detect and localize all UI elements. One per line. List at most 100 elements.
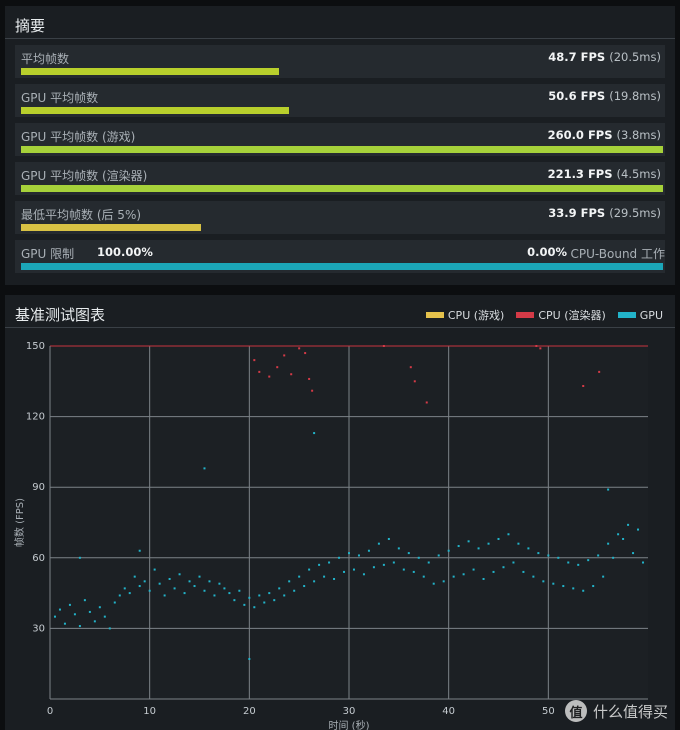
data-point bbox=[622, 537, 625, 540]
data-point bbox=[58, 608, 61, 611]
data-point bbox=[243, 603, 246, 606]
data-point bbox=[103, 615, 106, 618]
y-axis-label: 帧数 (FPS) bbox=[13, 498, 26, 547]
scatter-plot: 0 10 20 30 40 50 30 60 90 120 150 时间 (秒) 帧数 (FPS) bbox=[13, 341, 648, 730]
data-point bbox=[290, 373, 293, 376]
row-label: GPU 平均帧数 (游戏) bbox=[21, 130, 136, 144]
data-point bbox=[617, 533, 620, 536]
data-point bbox=[447, 549, 450, 552]
row-bar bbox=[21, 68, 280, 75]
data-point bbox=[632, 552, 635, 555]
legend-item-gpu[interactable]: GPU bbox=[617, 307, 663, 323]
data-point bbox=[362, 573, 365, 576]
data-point bbox=[323, 575, 326, 578]
data-point bbox=[158, 582, 161, 585]
data-point bbox=[318, 563, 321, 566]
data-point bbox=[343, 570, 346, 573]
data-point bbox=[417, 556, 420, 559]
data-point bbox=[598, 370, 601, 373]
data-point bbox=[402, 568, 405, 571]
data-point bbox=[203, 467, 206, 470]
data-point bbox=[587, 559, 590, 562]
x-tick-label: 0 bbox=[47, 706, 53, 717]
data-point bbox=[233, 599, 236, 602]
y-tick-label: 150 bbox=[26, 341, 45, 352]
data-point bbox=[527, 547, 530, 550]
data-point bbox=[532, 575, 535, 578]
data-point bbox=[542, 580, 545, 583]
cpu-bound-percent: 0.00% bbox=[527, 245, 567, 259]
data-point bbox=[425, 401, 428, 404]
row-value: 50.6 FPS (19.8ms) bbox=[548, 89, 661, 103]
data-point bbox=[539, 347, 542, 350]
data-point bbox=[497, 537, 500, 540]
legend-item-cpu-renderer[interactable]: CPU (渲染器) bbox=[516, 307, 606, 323]
data-point bbox=[517, 542, 520, 545]
data-point bbox=[442, 580, 445, 583]
data-points bbox=[53, 345, 645, 660]
tick-labels: 0 10 20 30 40 50 30 60 90 120 150 bbox=[26, 341, 555, 717]
data-point bbox=[88, 610, 91, 613]
data-point bbox=[313, 432, 316, 435]
data-point bbox=[268, 592, 271, 595]
x-tick-label: 20 bbox=[243, 706, 256, 717]
data-point bbox=[253, 359, 256, 362]
x-tick-label: 30 bbox=[343, 706, 356, 717]
data-point bbox=[535, 345, 538, 347]
data-point bbox=[218, 582, 221, 585]
row-label: GPU 平均帧数 bbox=[21, 91, 99, 105]
data-point bbox=[367, 549, 370, 552]
summary-divider bbox=[5, 38, 675, 39]
data-point bbox=[178, 573, 181, 576]
data-point bbox=[258, 594, 261, 597]
row-value: 221.3 FPS (4.5ms) bbox=[547, 167, 661, 181]
data-point bbox=[582, 385, 585, 388]
data-point bbox=[552, 582, 555, 585]
data-point bbox=[313, 580, 316, 583]
data-point bbox=[392, 561, 395, 564]
data-point bbox=[73, 613, 76, 616]
data-point bbox=[437, 554, 440, 557]
x-tick-label: 40 bbox=[442, 706, 455, 717]
cpu-bound-label: CPU-Bound 工作 bbox=[570, 247, 665, 261]
data-point bbox=[382, 563, 385, 566]
chart-panel: 基准测试图表 CPU (游戏) CPU (渲染器) GPU 0 10 20 30 40 5… bbox=[5, 295, 675, 730]
data-point bbox=[68, 603, 71, 606]
data-point bbox=[387, 537, 390, 540]
data-point bbox=[377, 542, 380, 545]
data-point bbox=[148, 589, 151, 592]
data-point bbox=[397, 547, 400, 550]
data-point bbox=[273, 599, 276, 602]
data-point bbox=[128, 592, 131, 595]
data-point bbox=[612, 556, 615, 559]
data-point bbox=[507, 533, 510, 536]
data-point bbox=[567, 561, 570, 564]
data-point bbox=[592, 585, 595, 588]
data-point bbox=[203, 589, 206, 592]
data-point bbox=[467, 540, 470, 543]
data-point bbox=[213, 594, 216, 597]
gpu-bound-percent: 100.00% bbox=[97, 245, 153, 259]
data-point bbox=[492, 570, 495, 573]
data-point bbox=[512, 561, 515, 564]
data-point bbox=[248, 596, 251, 599]
data-point bbox=[562, 585, 565, 588]
data-point bbox=[452, 575, 455, 578]
data-point bbox=[427, 561, 430, 564]
data-point bbox=[253, 606, 256, 609]
legend-item-cpu-game[interactable]: CPU (游戏) bbox=[425, 307, 504, 323]
data-point bbox=[412, 570, 415, 573]
data-point bbox=[582, 589, 585, 592]
data-point bbox=[228, 592, 231, 595]
data-point bbox=[482, 577, 485, 580]
data-point bbox=[78, 625, 81, 628]
data-point bbox=[572, 587, 575, 590]
data-point bbox=[263, 601, 266, 604]
bound-bar bbox=[21, 263, 663, 270]
x-tick-label: 10 bbox=[143, 706, 156, 717]
data-point bbox=[357, 554, 360, 557]
data-point bbox=[308, 568, 311, 571]
chart-divider bbox=[5, 327, 675, 328]
data-point bbox=[303, 585, 306, 588]
row-label: GPU 平均帧数 (渲染器) bbox=[21, 169, 148, 183]
